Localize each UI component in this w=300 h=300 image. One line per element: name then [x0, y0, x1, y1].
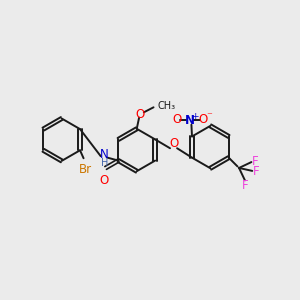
Text: H: H — [101, 158, 108, 168]
Text: F: F — [242, 178, 249, 191]
Text: O: O — [172, 113, 181, 126]
Text: +: + — [191, 112, 199, 121]
Text: O: O — [169, 137, 178, 150]
Text: F: F — [253, 165, 260, 178]
Text: O: O — [199, 113, 208, 126]
Text: N: N — [100, 148, 109, 160]
Text: O: O — [100, 174, 109, 187]
Text: F: F — [252, 155, 259, 168]
Text: CH₃: CH₃ — [158, 101, 176, 111]
Text: Br: Br — [80, 163, 92, 176]
Text: N: N — [184, 114, 195, 127]
Text: O: O — [136, 108, 145, 121]
Text: ⁻: ⁻ — [206, 111, 212, 121]
